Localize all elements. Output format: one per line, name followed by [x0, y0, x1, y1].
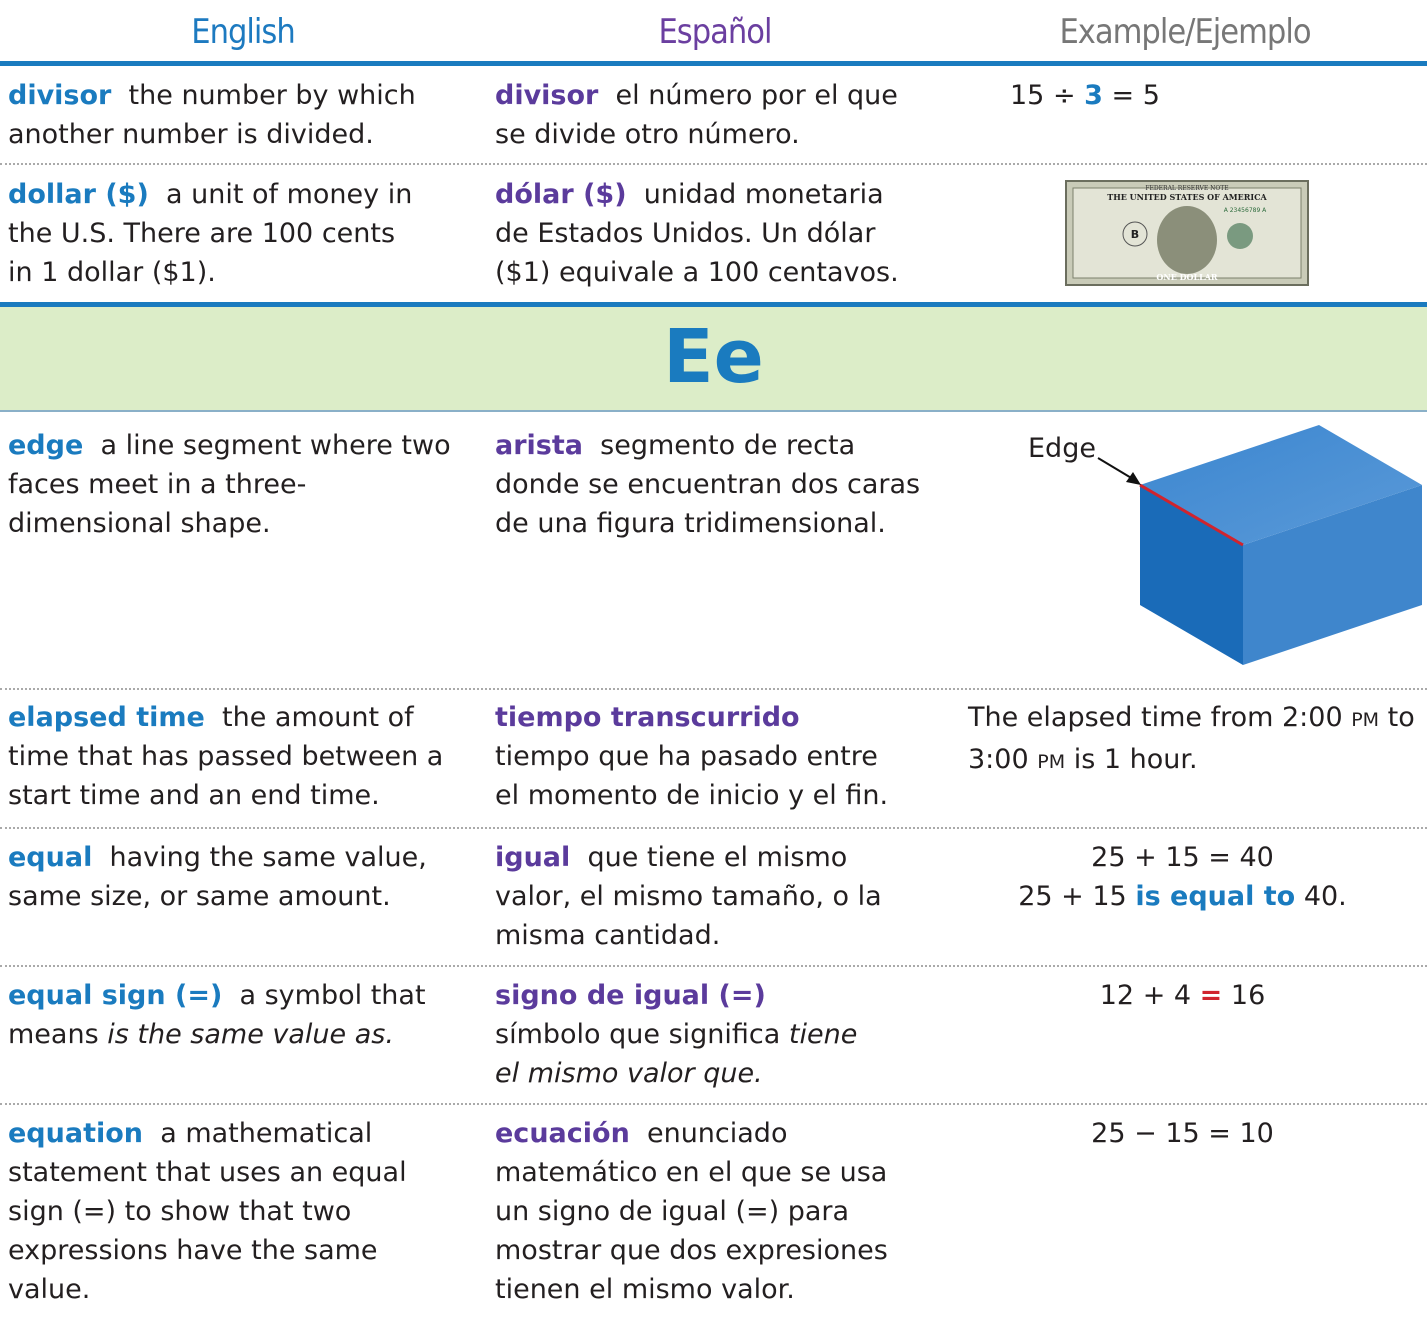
def: divisor the number by which another numb… [8, 76, 470, 154]
term: divisor [495, 80, 599, 111]
text: is equal to [1135, 881, 1296, 912]
text: A 23456789 A [1224, 207, 1267, 214]
text: que tiene el mismo valor, el mismo tamañ… [495, 842, 882, 951]
text: to 3:00 [968, 702, 1415, 775]
text: a unit of money in the U.S. There are 10… [8, 179, 413, 288]
def: tiempo transcurrido tiempo que ha pasado… [495, 698, 895, 815]
dollar-bill: FEDERAL RESERVE NOTE THE UNITED STATES O… [1065, 180, 1309, 286]
text: the number by which another number is di… [8, 80, 416, 150]
def: equal having the same value, same size, … [8, 838, 448, 916]
def: ecuación enunciado matemático en el que … [495, 1114, 920, 1309]
text: the amount of time that has passed betwe… [8, 702, 444, 811]
text: 25 + 15 [1018, 881, 1127, 912]
term: tiempo transcurrido [495, 702, 800, 733]
def: signo de igual (=) símbolo que significa… [495, 976, 885, 1093]
divider [0, 827, 1427, 829]
text: a line segment where two faces meet in a… [8, 430, 451, 539]
example: 15 ÷ 3 = 5 [1010, 76, 1370, 115]
text: unidad monetaria de Estados Unidos. Un d… [495, 179, 899, 288]
section-header: Ee [0, 307, 1427, 412]
term: dólar ($) [495, 179, 627, 210]
divider [0, 965, 1427, 967]
def: arista segmento de recta donde se encuen… [495, 426, 935, 543]
col-head: English [191, 12, 295, 52]
term: ecuación [495, 1118, 630, 1149]
text: enunciado matemático en el que se usa un… [495, 1118, 888, 1305]
text: 25 + 15 = 40 [1091, 842, 1274, 873]
text: el número por el que se divide otro núme… [495, 80, 898, 150]
def: equation a mathematical statement that u… [8, 1114, 458, 1309]
term: elapsed time [8, 702, 205, 733]
def: divisor el número por el que se divide o… [495, 76, 935, 154]
divider [0, 1103, 1427, 1105]
example: The elapsed time from 2:00 PM to 3:00 PM… [968, 698, 1426, 782]
term: igual [495, 842, 571, 873]
text: 16 [1230, 980, 1266, 1011]
text: ONE DOLLAR [1156, 272, 1218, 282]
text: THE UNITED STATES OF AMERICA [1107, 192, 1267, 202]
col-head: Español [658, 12, 772, 52]
text: FEDERAL RESERVE NOTE [1145, 185, 1228, 192]
example: 12 + 4 = 16 [940, 976, 1425, 1015]
term: edge [8, 430, 84, 461]
def: igual que tiene el mismo valor, el mismo… [495, 838, 905, 955]
text: 12 + 4 [1099, 980, 1192, 1011]
text: PM [1351, 709, 1380, 731]
text: The elapsed time from 2:00 [968, 702, 1343, 733]
def: edge a line segment where two faces meet… [8, 426, 470, 543]
term: equal [8, 842, 93, 873]
term: divisor [8, 80, 112, 111]
line: 25 + 15 is equal to 40. [940, 877, 1425, 916]
term: arista [495, 430, 583, 461]
label: Edge [1028, 433, 1096, 464]
term: dollar ($) [8, 179, 149, 210]
divider [0, 163, 1427, 165]
text: = 5 [1111, 80, 1160, 111]
def: dollar ($) a unit of money in the U.S. T… [8, 175, 418, 292]
text: 3 [1084, 80, 1103, 111]
text: = [1199, 980, 1223, 1011]
text: tiene el mismo valor que. [495, 1019, 858, 1089]
text: a symbol that means [8, 980, 426, 1050]
cube-figure: Edge [1028, 425, 1422, 665]
divider [0, 688, 1427, 690]
text: 40. [1303, 881, 1347, 912]
term: equal sign (=) [8, 980, 223, 1011]
text: is 1 hour. [1073, 744, 1198, 775]
example: 25 − 15 = 10 [940, 1114, 1425, 1153]
term: equation [8, 1118, 144, 1149]
text: B [1131, 228, 1139, 241]
example: 25 + 15 = 40 25 + 15 is equal to 40. [940, 838, 1425, 916]
text: 15 ÷ [1010, 80, 1076, 111]
text: tiempo que ha pasado entre el momento de… [495, 741, 889, 811]
text: símbolo que significa [495, 1019, 781, 1050]
text: 25 − 15 = 10 [1091, 1118, 1274, 1149]
text: segmento de recta donde se encuentran do… [495, 430, 921, 539]
col-head: Example/Ejemplo [1059, 12, 1311, 52]
text: PM [1037, 751, 1066, 773]
rule [0, 61, 1427, 66]
def: dólar ($) unidad monetaria de Estados Un… [495, 175, 920, 292]
text: is the same value as. [107, 1019, 394, 1050]
text: having the same value, same size, or sam… [8, 842, 427, 912]
term: signo de igual (=) [495, 980, 766, 1011]
text: a mathematical statement that uses an eq… [8, 1118, 407, 1305]
def: equal sign (=) a symbol that means is th… [8, 976, 428, 1054]
def: elapsed time the amount of time that has… [8, 698, 470, 815]
rule [0, 302, 1427, 307]
